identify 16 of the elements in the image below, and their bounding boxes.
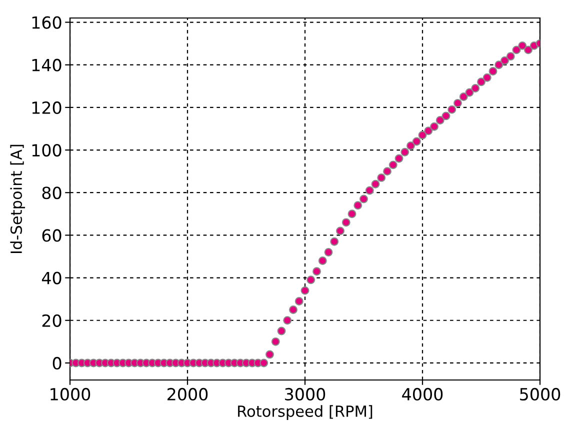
x-tick-label: 3000 — [285, 388, 326, 401]
y-tick-label: 120 — [32, 101, 62, 114]
y-tick-label: 40 — [42, 272, 62, 284]
x-tick-label: 2000 — [168, 388, 208, 401]
y-tick-label: 0 — [52, 356, 62, 370]
y-tick-label: 160 — [32, 16, 62, 29]
y-tick-label: 80 — [42, 186, 62, 200]
y-tick-label: 140 — [32, 58, 62, 72]
y-axis-title: Id-Setpoint [A] — [10, 144, 25, 253]
y-tick-label: 20 — [42, 314, 62, 327]
y-tick-label: 60 — [42, 229, 62, 242]
x-tick-label: 4000 — [402, 388, 443, 401]
x-tick-label: 1000 — [50, 388, 90, 401]
x-tick-label: 5000 — [520, 388, 560, 401]
y-tick-label: 100 — [32, 144, 62, 157]
x-axis-title: Rotorspeed [RPM] — [238, 405, 372, 420]
